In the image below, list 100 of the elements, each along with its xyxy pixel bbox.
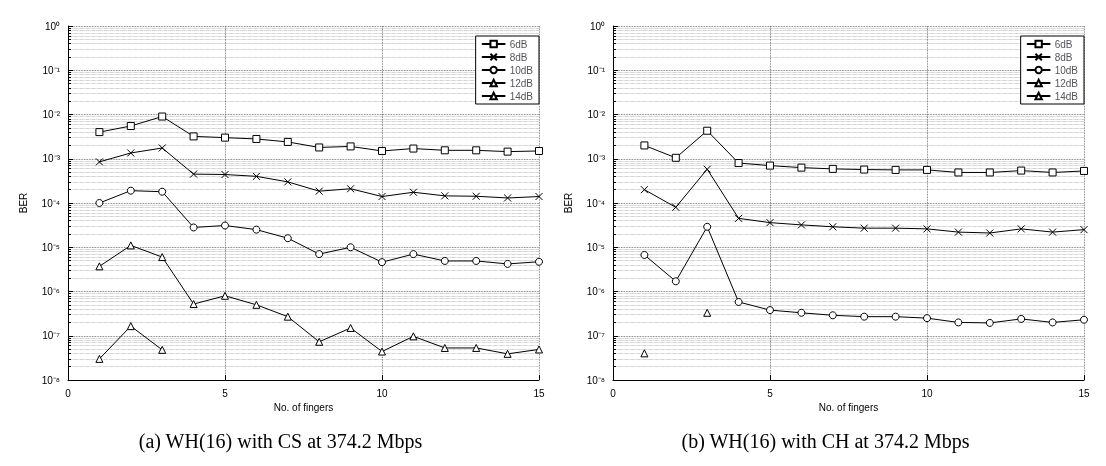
point	[472, 343, 481, 352]
point	[472, 192, 481, 201]
y-tick-label: 10⁻³	[587, 153, 606, 165]
point	[126, 241, 135, 250]
point	[1048, 168, 1057, 177]
point	[734, 159, 743, 168]
point	[346, 323, 355, 332]
point	[346, 184, 355, 193]
point	[1048, 318, 1057, 327]
y-tick-label: 10⁰	[589, 20, 605, 32]
point	[409, 188, 418, 197]
point	[221, 291, 229, 300]
point	[378, 258, 386, 267]
point	[766, 306, 774, 315]
point	[472, 256, 481, 265]
y-tick-label: 10⁻⁷	[42, 330, 61, 342]
point	[95, 199, 104, 207]
point	[954, 168, 963, 177]
point	[283, 137, 292, 146]
point	[797, 163, 806, 172]
point	[671, 203, 680, 212]
point	[95, 157, 104, 166]
point	[1080, 166, 1088, 175]
y-tick-label: 10⁻⁵	[41, 241, 60, 253]
point	[283, 234, 292, 243]
text: (b) WH(16) with CH at 374.2 Mbps	[681, 430, 970, 453]
point	[535, 345, 543, 354]
x-tick-label: 5	[767, 387, 774, 399]
legend-label: 14dB	[509, 90, 534, 102]
text: (a) WH(16) with CS at 374.2 Mbps	[138, 430, 423, 453]
point	[640, 349, 649, 358]
point	[378, 192, 386, 201]
point	[860, 224, 869, 233]
point	[891, 312, 900, 321]
point	[378, 146, 386, 155]
point	[158, 187, 167, 196]
y-tick-label: 10⁻²	[587, 109, 606, 120]
point	[766, 218, 774, 227]
y-axis-title: BER	[17, 192, 29, 214]
point	[828, 164, 837, 173]
y-tick-label: 10⁻⁶	[41, 286, 60, 297]
point	[703, 126, 712, 135]
legend-label: 10dB	[1054, 64, 1079, 76]
point	[252, 134, 261, 143]
x-tick-label: 0	[610, 387, 617, 399]
point	[1017, 314, 1026, 323]
point	[734, 297, 743, 306]
point	[797, 220, 806, 229]
x-axis-title: No. of fingers	[818, 402, 879, 414]
point	[923, 165, 931, 174]
legend-label: 12dB	[1054, 77, 1079, 89]
point	[409, 250, 418, 259]
point	[189, 300, 198, 309]
x-axis-title: No. of fingers	[273, 402, 334, 414]
point	[535, 192, 543, 201]
point	[503, 259, 512, 268]
point	[440, 146, 449, 155]
point	[378, 347, 386, 356]
y-tick-label: 10⁻⁸	[41, 374, 60, 386]
x-tick-label: 0	[65, 387, 72, 399]
point	[828, 311, 837, 320]
point	[189, 170, 198, 179]
y-tick-label: 10⁻⁷	[587, 330, 606, 342]
point	[346, 142, 355, 151]
point	[503, 193, 512, 202]
legend-label: 10dB	[509, 64, 534, 76]
x-tick-label: 5	[222, 387, 229, 399]
point	[409, 144, 418, 153]
x-tick-label: 15	[1078, 387, 1090, 399]
y-tick-label: 10⁻²	[42, 109, 61, 120]
point	[440, 343, 449, 352]
y-tick-label: 10⁰	[44, 20, 60, 32]
point	[985, 168, 994, 177]
point	[283, 177, 292, 186]
y-tick-label: 10⁻³	[42, 153, 61, 165]
point	[472, 146, 481, 155]
point	[315, 143, 324, 152]
point	[703, 222, 712, 231]
point	[440, 191, 449, 200]
legend-label: 14dB	[1054, 90, 1079, 102]
legend-label: 8dB	[509, 51, 528, 63]
point	[828, 222, 837, 231]
point	[891, 224, 900, 233]
legend-label: 8dB	[1054, 51, 1073, 63]
legend-label: 6dB	[1054, 38, 1073, 50]
y-tick-label: 10⁻¹	[587, 64, 606, 76]
point	[1048, 228, 1057, 237]
point	[797, 308, 806, 317]
point	[126, 322, 135, 331]
legend-label: 6dB	[509, 38, 528, 50]
point	[221, 170, 229, 179]
point	[985, 318, 994, 327]
point	[1080, 315, 1088, 324]
point	[734, 214, 743, 223]
point	[923, 314, 931, 323]
point	[1017, 166, 1026, 175]
point	[671, 153, 680, 162]
point	[158, 112, 167, 121]
point	[95, 262, 104, 271]
point	[535, 146, 543, 155]
